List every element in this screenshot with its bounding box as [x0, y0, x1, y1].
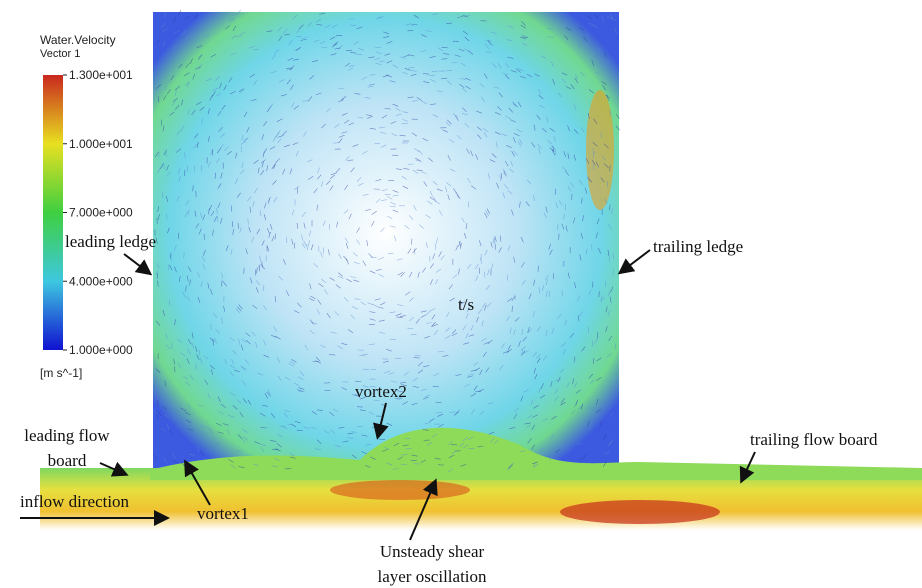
legend-title: Water.Velocity: [40, 33, 116, 47]
arrow: [621, 250, 650, 272]
label: layer oscillation: [377, 567, 487, 586]
arrow: [124, 254, 149, 273]
label: trailing flow board: [750, 430, 878, 449]
label: Unsteady shear: [380, 542, 485, 561]
label: inflow direction: [20, 492, 130, 511]
label: leading ledge: [65, 232, 156, 251]
label: trailing ledge: [653, 237, 743, 256]
label: leading flow: [24, 426, 110, 445]
velocity-field: [40, 10, 922, 530]
legend-unit: [m s^-1]: [40, 366, 82, 380]
label: vortex2: [355, 382, 407, 401]
figure: Water.Velocity Vector 1 [m s^-1] leading…: [0, 0, 922, 588]
legend-subtitle: Vector 1: [40, 48, 80, 60]
colorbar-tick-label: 1.300e+001: [69, 68, 133, 82]
label: t/s: [458, 295, 474, 314]
colorbar-tick-label: 7.000e+000: [69, 206, 133, 220]
colorbar-tick-label: 4.000e+000: [69, 274, 133, 288]
colorbar-tick-label: 1.000e+000: [69, 343, 133, 357]
colorbar-tick-label: 1.000e+001: [69, 137, 133, 151]
label: vortex1: [197, 504, 249, 523]
colorbar: [43, 75, 63, 350]
label: board: [48, 451, 87, 470]
